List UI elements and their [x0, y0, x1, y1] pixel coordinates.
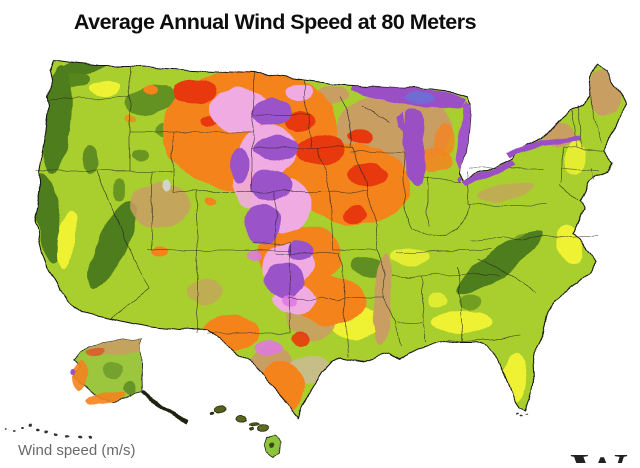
lanai	[248, 426, 254, 431]
green-bay	[396, 112, 404, 132]
purple-cores	[230, 98, 312, 298]
alaska-purple-spot	[70, 369, 76, 375]
florida-keys	[516, 413, 529, 417]
aleutian-islands	[5, 423, 92, 439]
great-salt-lake	[162, 180, 170, 192]
maui	[256, 424, 270, 434]
conus-outline	[34, 59, 628, 420]
molokai	[248, 421, 260, 427]
lake-superior-deep	[405, 92, 435, 104]
logo-w-letter: W	[570, 455, 632, 463]
niihau	[209, 411, 215, 415]
alaska-panhandle	[140, 390, 189, 424]
map-layers	[5, 59, 628, 458]
lake-st-clair	[456, 175, 462, 181]
legend-label: Wind speed (m/s)	[18, 442, 136, 459]
forest-green-patches	[35, 60, 544, 310]
state-borders	[36, 66, 607, 357]
washington-post-logo: W	[570, 455, 632, 463]
kauai	[213, 404, 225, 413]
lake-huron-shore	[456, 100, 471, 172]
alaska-inset	[5, 337, 189, 439]
lake-ontario	[506, 136, 581, 158]
page-title: Average Annual Wind Speed at 80 Meters	[73, 10, 477, 34]
hawaii-inset	[209, 404, 283, 458]
lake-erie	[462, 160, 516, 186]
great-lakes	[352, 86, 581, 186]
lake-michigan	[403, 109, 426, 186]
oahu	[235, 414, 247, 423]
